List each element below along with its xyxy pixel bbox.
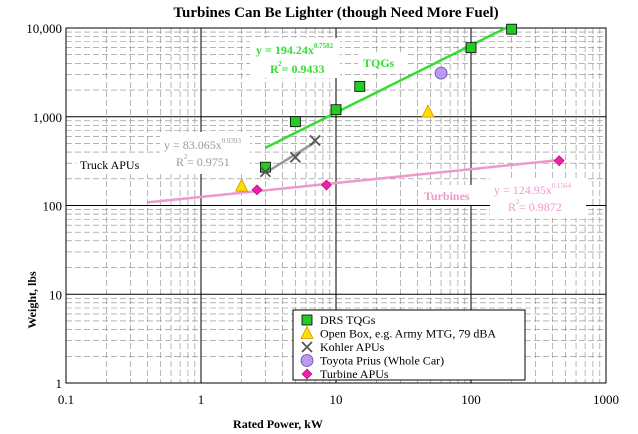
tqg-eq-main: y = 194.24x xyxy=(256,43,314,57)
tqg-equation: y = 194.24x0.7582 xyxy=(256,42,334,57)
tqg-eq-exp: 0.7582 xyxy=(314,42,334,50)
data-point-triangle xyxy=(421,104,435,118)
x-tick-labels: 0.1 1 10 100 1000 xyxy=(58,392,619,407)
legend-label: Open Box, e.g. Army MTG, 79 dBA xyxy=(320,327,496,341)
tqg-eqn-box xyxy=(250,38,340,78)
y-tick-label: 100 xyxy=(43,199,63,214)
trendline-truck-apus xyxy=(264,141,316,174)
turbine-label: Turbines xyxy=(424,189,470,203)
x-tick-label: 100 xyxy=(461,392,481,407)
data-point-triangle xyxy=(234,178,249,192)
x-tick-label: 0.1 xyxy=(58,392,74,407)
chart-title: Turbines Can Be Lighter (though Need Mor… xyxy=(173,5,498,21)
data-point-diamond xyxy=(321,179,332,191)
truck-eq-main: y = 83.065x xyxy=(164,138,222,152)
truck-label: Truck APUs xyxy=(80,158,140,172)
y-tick-label: 1 xyxy=(56,376,63,391)
x-axis-label: Rated Power, kW xyxy=(233,417,323,431)
data-point-square xyxy=(506,23,518,35)
turbine-eqn-box xyxy=(490,178,586,218)
minor-grid xyxy=(66,28,606,383)
legend-label: DRS TQGs xyxy=(320,313,376,327)
data-point-diamond xyxy=(553,155,565,167)
x-tick-label: 1000 xyxy=(593,392,619,407)
turbine-eq-main: y = 124.95x xyxy=(494,183,552,197)
legend-marker-triangle xyxy=(300,325,314,339)
x-tick-label: 10 xyxy=(330,392,343,407)
legend-box xyxy=(292,309,526,381)
legend-label: Toyota Prius (Whole Car) xyxy=(320,354,444,368)
legend-marker-diamond xyxy=(301,368,313,380)
truck-label-box xyxy=(76,154,160,174)
truck-eq-exp: 0.9393 xyxy=(222,137,242,145)
turbine-r2-exp: 2 xyxy=(516,198,520,206)
data-point-circle xyxy=(434,66,448,80)
legend-label: Turbine APUs xyxy=(320,367,389,381)
y-tick-label: 10,000 xyxy=(26,21,62,36)
tqg-label: TQGs xyxy=(363,56,395,70)
y-tick-label: 10 xyxy=(49,287,62,302)
trendline-turbines xyxy=(147,158,560,204)
tqg-r2-exp: 2 xyxy=(278,60,282,68)
tqg-label-box xyxy=(358,52,406,72)
truck-equation: y = 83.065x0.9393 xyxy=(164,137,242,152)
truck-r2-exp: 2 xyxy=(184,153,188,161)
data-point-x xyxy=(289,151,301,163)
legend-marker-x xyxy=(301,341,313,353)
data-point-square xyxy=(289,116,301,128)
data-point-x xyxy=(259,166,272,178)
y-tick-labels: 1 10 100 1,000 10,000 xyxy=(26,21,62,391)
truck-eqn-box xyxy=(160,132,250,174)
turbine-eq-exp: 0.1564 xyxy=(552,182,572,190)
tqg-r2: R = 0.9433 xyxy=(270,62,325,76)
x-tick-label: 1 xyxy=(198,392,205,407)
data-point-square xyxy=(465,42,477,54)
turbine-annotation: Turbines y = 124.95x0.1564 R = 0.9872 2 xyxy=(420,178,586,218)
data-point-square xyxy=(354,80,366,92)
truck-apu-annotation: y = 83.065x0.9393 R = 0.9751 2 Truck APU… xyxy=(76,132,250,174)
legend-marker-circle xyxy=(300,354,314,367)
data-point-square xyxy=(330,104,342,116)
y-axis-label: Weight, lbs xyxy=(25,271,39,329)
turbine-r2: R = 0.9872 xyxy=(508,200,562,214)
data-point-diamond xyxy=(251,184,263,196)
legend-label: Kohler APUs xyxy=(320,340,385,354)
turbine-equation: y = 124.95x0.1564 xyxy=(494,182,572,197)
legend-marker-square xyxy=(301,314,313,326)
y-tick-label: 1,000 xyxy=(33,110,62,125)
tqg-annotation: y = 194.24x0.7582 R = 0.9433 2 TQGs xyxy=(250,38,406,78)
plot-border xyxy=(65,27,607,384)
turbine-label-box xyxy=(420,185,488,205)
truck-r2: R = 0.9751 xyxy=(176,155,230,169)
data-point-x xyxy=(309,134,321,147)
data-markers xyxy=(234,23,565,196)
